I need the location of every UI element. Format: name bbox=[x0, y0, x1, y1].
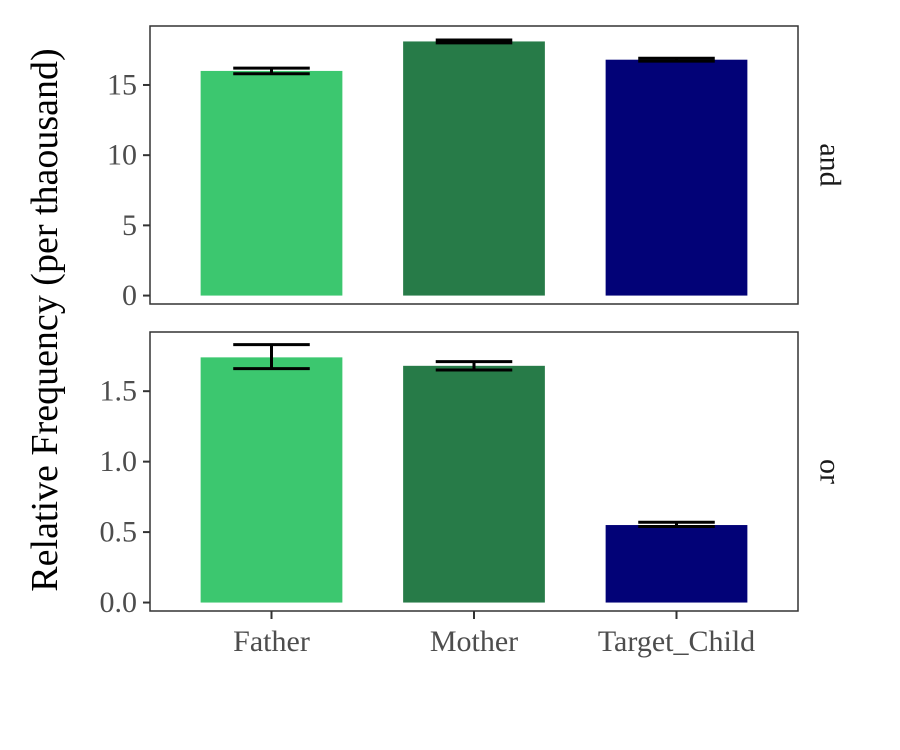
facet-strip-label-or: or bbox=[814, 459, 847, 484]
facet-strip-label-and: and bbox=[814, 143, 847, 186]
y-tick-label-and-2: 10 bbox=[107, 139, 137, 172]
bar-and-father bbox=[200, 70, 343, 296]
error-bar-or-father bbox=[233, 343, 310, 371]
panel-or: 0.0 0.5 1.0 1.5 or bbox=[100, 331, 847, 619]
y-tick-label-and-0: 0 bbox=[122, 279, 137, 312]
y-tick-label-or-2: 1.0 bbox=[100, 445, 138, 478]
error-bar-and-father bbox=[233, 66, 310, 76]
error-bar-or-mother bbox=[435, 360, 513, 372]
y-tick-label-or-1: 0.5 bbox=[100, 516, 138, 549]
y-tick-label-and-1: 5 bbox=[122, 209, 137, 242]
panel-and: 0 5 10 15 and bbox=[107, 25, 847, 312]
error-bar-or-target_child bbox=[638, 520, 715, 528]
y-tick-label-or-3: 1.5 bbox=[100, 375, 138, 408]
y-tick-label-and-3: 15 bbox=[107, 68, 137, 101]
bar-or-target_child bbox=[605, 525, 748, 603]
bar-or-father bbox=[200, 357, 343, 603]
error-bar-and-mother bbox=[435, 38, 513, 45]
x-tick-label-father: Father bbox=[233, 625, 310, 658]
bar-and-target_child bbox=[605, 59, 748, 296]
x-tick-label-target_child: Target_Child bbox=[598, 625, 755, 658]
y-tick-label-or-0: 0.0 bbox=[100, 586, 138, 619]
y-axis-title: Relative Frequency (per thaousand) bbox=[24, 48, 66, 591]
error-bar-and-target_child bbox=[638, 56, 715, 63]
panel-border-and bbox=[149, 25, 799, 305]
bar-or-mother bbox=[403, 365, 545, 603]
x-tick-label-mother: Mother bbox=[430, 625, 518, 658]
bar-and-mother bbox=[403, 41, 545, 296]
